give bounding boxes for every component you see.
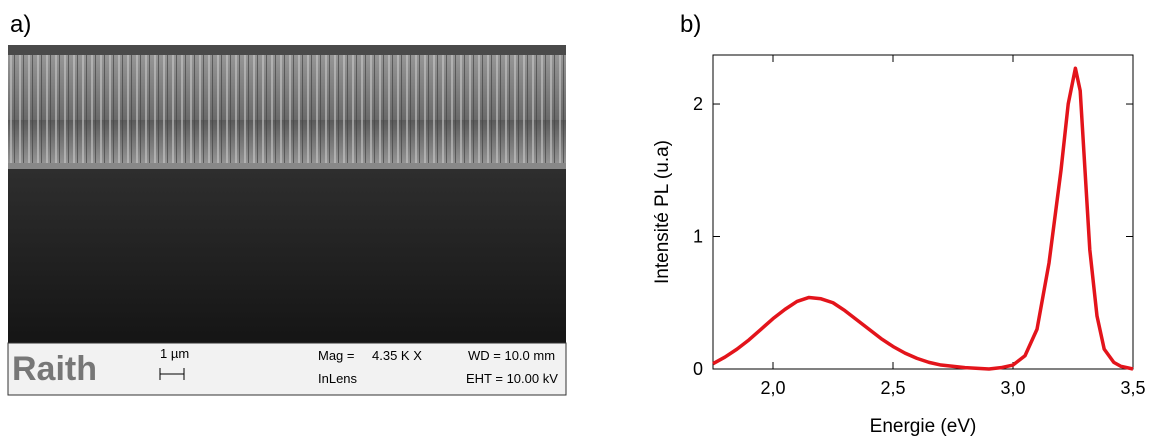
- x-tick-label: 3,0: [1000, 378, 1025, 398]
- eht: EHT = 10.00 kV: [466, 371, 558, 386]
- y-tick-label: 1: [693, 227, 703, 247]
- nanowires: [8, 55, 566, 165]
- scale-bar-label: 1 µm: [160, 346, 189, 361]
- wd: WD = 10.0 mm: [468, 348, 555, 363]
- y-tick-label: 2: [693, 94, 703, 114]
- pl-curve: [712, 66, 1134, 371]
- plot-frame: [712, 54, 1134, 370]
- panel-label: a): [10, 11, 31, 38]
- interface: [8, 163, 566, 169]
- x-tick-label: 3,5: [1120, 378, 1145, 398]
- info-bar: [7, 342, 567, 396]
- y-tick-label: 0: [693, 359, 703, 379]
- x-tick-label: 2,5: [880, 378, 905, 398]
- logo: Raith: [12, 350, 97, 388]
- y-axis-label: Intensité PL (u.a): [652, 140, 673, 284]
- detector: InLens: [318, 371, 358, 386]
- scale-bar: [159, 368, 185, 380]
- panel-label: b): [680, 11, 701, 38]
- substrate: [8, 169, 566, 343]
- mag-label: Mag =: [318, 348, 355, 363]
- x-tick-label: 2,0: [760, 378, 785, 398]
- sem-top: [8, 45, 566, 55]
- x-axis-label: Energie (eV): [870, 416, 977, 437]
- mag-value: 4.35 K X: [372, 348, 422, 363]
